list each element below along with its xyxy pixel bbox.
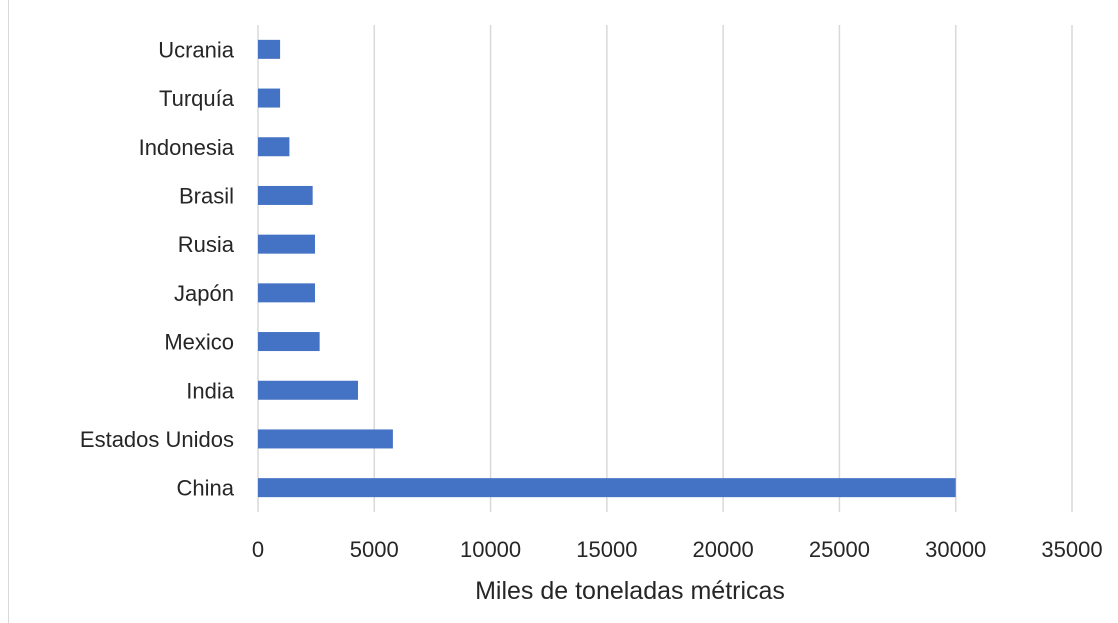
category-label: China: [177, 476, 235, 501]
category-label: Rusia: [178, 232, 235, 257]
chart-frame-edge: [8, 0, 9, 623]
bar-brasil: [258, 185, 313, 205]
x-tick-label: 30000: [925, 537, 986, 562]
x-tick-labels: 0 5000 10000 15000 20000 25000 30000 35000: [252, 537, 1103, 562]
category-label: Mexico: [164, 330, 234, 355]
x-tick-label: 35000: [1041, 537, 1102, 562]
category-label: Turquía: [159, 86, 235, 111]
category-label: Estados Unidos: [80, 427, 234, 452]
category-label: India: [186, 378, 234, 403]
x-tick-label: 25000: [809, 537, 870, 562]
bar-japón: [258, 283, 315, 303]
category-labels: China Estados Unidos India Mexico Japón Rusia…: [80, 37, 235, 500]
bar-estados-unidos: [258, 429, 393, 449]
category-label: Indonesia: [139, 135, 235, 160]
bar-rusia: [258, 234, 315, 254]
x-tick-label: 20000: [693, 537, 754, 562]
bar-china: [258, 478, 956, 498]
x-tick-label: 10000: [460, 537, 521, 562]
x-tick-label: 0: [252, 537, 264, 562]
x-tick-label: 5000: [350, 537, 399, 562]
bar-india: [258, 380, 359, 400]
category-label: Japón: [174, 281, 234, 306]
bar-mexico: [258, 332, 320, 352]
bar-ucrania: [258, 39, 281, 59]
x-tick-label: 15000: [576, 537, 637, 562]
bar-indonesia: [258, 137, 290, 157]
bars: [258, 39, 956, 498]
bar-turquía: [258, 88, 281, 108]
category-label: Ucrania: [158, 37, 235, 62]
x-axis-title: Miles de toneladas métricas: [475, 577, 785, 605]
category-label: Brasil: [179, 183, 234, 208]
